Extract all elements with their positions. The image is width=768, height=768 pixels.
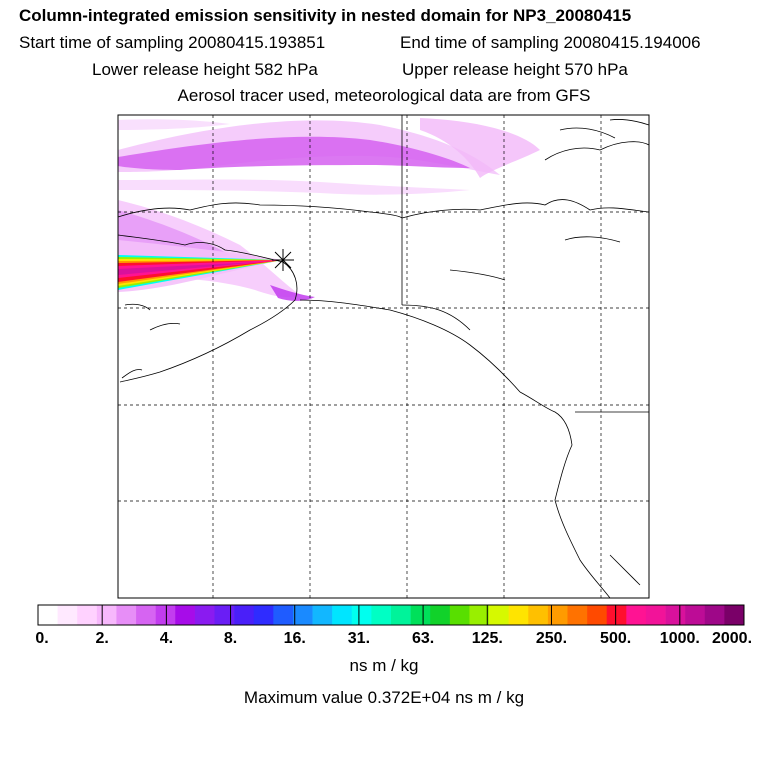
colorbar-swatch xyxy=(547,605,568,625)
colorbar-swatch xyxy=(685,605,706,625)
coastlines xyxy=(117,115,650,599)
colorbar-swatch xyxy=(273,605,294,625)
colorbar-swatch xyxy=(312,605,333,625)
tracer-info: Aerosol tracer used, meteorological data… xyxy=(177,86,591,105)
colorbar-swatch xyxy=(96,605,117,625)
colorbar-tick-label: 63. xyxy=(411,630,435,647)
colorbar-swatch xyxy=(391,605,411,625)
colorbar-swatch xyxy=(469,605,490,625)
colorbar-tick-label: 2000. xyxy=(711,630,753,647)
colorbar-swatch xyxy=(626,605,647,625)
colorbar-swatch xyxy=(528,605,549,625)
colorbar-swatch xyxy=(116,605,137,625)
colorbar-swatch xyxy=(449,605,470,625)
graticule xyxy=(118,115,649,598)
colorbar-swatch xyxy=(57,605,78,625)
colorbar-swatch xyxy=(253,605,274,625)
colorbar-swatch xyxy=(136,605,156,625)
plume-core xyxy=(118,255,283,290)
colorbar-tick-label: 2. xyxy=(95,630,109,647)
colorbar-swatch xyxy=(214,605,235,625)
colorbar-swatch xyxy=(38,605,58,625)
colorbar-swatch xyxy=(606,605,627,625)
colorbar-swatch xyxy=(351,605,372,625)
colorbar-tick-label: 4. xyxy=(159,630,174,647)
colorbar-swatch xyxy=(194,605,215,625)
colorbar-swatch xyxy=(175,605,196,625)
colorbar-swatch xyxy=(77,605,98,625)
colorbar-swatch xyxy=(410,605,431,625)
map-panel xyxy=(117,114,650,599)
colorbar-swatch xyxy=(489,605,509,625)
colorbar-tick-label: 1000. xyxy=(659,630,700,647)
colorbar-tick-label: 16. xyxy=(283,630,306,647)
end-time-label: End time of sampling 20080415.194006 xyxy=(400,33,701,52)
colorbar-swatch xyxy=(234,605,255,625)
colorbar-swatch xyxy=(567,605,588,625)
start-time-label: Start time of sampling 20080415.193851 xyxy=(19,33,326,52)
lower-release-label: Lower release height 582 hPa xyxy=(92,60,318,79)
map-frame xyxy=(117,114,650,599)
colorbar-swatch xyxy=(155,605,176,625)
colorbar-swatch xyxy=(371,605,392,625)
colorbar-units: ns m / kg xyxy=(349,656,419,675)
colorbar-tick-label: 250. xyxy=(535,630,568,647)
colorbar-swatch xyxy=(704,605,725,625)
release-point-marker xyxy=(272,249,294,271)
colorbar-swatch xyxy=(665,605,686,625)
colorbar-swatch xyxy=(430,605,451,625)
upper-release-label: Upper release height 570 hPa xyxy=(402,60,628,79)
colorbar-swatch xyxy=(645,605,666,625)
figure-title: Column-integrated emission sensitivity i… xyxy=(19,6,632,25)
colorbar-swatch xyxy=(724,605,745,625)
colorbar-tick-label: 125. xyxy=(471,630,503,647)
colorbar xyxy=(37,604,745,626)
max-value-text: Maximum value 0.372E+04 ns m / kg xyxy=(243,688,525,707)
colorbar-tick-label: 31. xyxy=(347,630,371,647)
colorbar-swatch xyxy=(587,605,608,625)
colorbar-swatch xyxy=(508,605,529,625)
colorbar-tick-label: 0. xyxy=(35,630,49,647)
colorbar-swatch xyxy=(332,605,353,625)
colorbar-tick-label: 500. xyxy=(600,630,632,647)
colorbar-tick-label: 8. xyxy=(223,630,238,647)
colorbar-frame xyxy=(37,604,745,626)
colorbar-swatch xyxy=(292,605,313,625)
